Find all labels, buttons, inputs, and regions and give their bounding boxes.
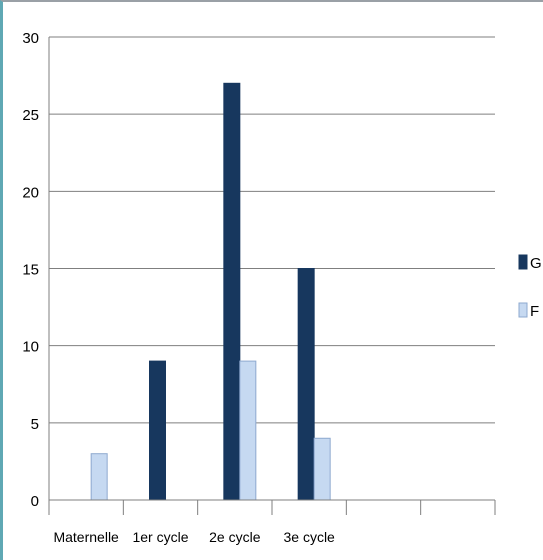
- x-tick-labels: Maternelle 1er cycle 2e cycle 3e cycle: [53, 529, 335, 545]
- y-tick-label: 30: [22, 30, 39, 47]
- legend-swatch-f: [518, 302, 528, 318]
- y-tick-label: 5: [31, 416, 39, 433]
- legend-label-g: G: [530, 255, 542, 272]
- x-tick-label: 1er cycle: [132, 529, 188, 545]
- bar-f-3: [313, 437, 331, 501]
- x-tick-label: 2e cycle: [209, 529, 261, 545]
- y-tick-label: 25: [22, 107, 39, 124]
- y-tick-label: 10: [22, 339, 39, 356]
- bar-f-0: [90, 453, 108, 501]
- y-tick-label: 15: [22, 262, 39, 279]
- gridlines: [49, 36, 495, 424]
- bar-f-2: [239, 360, 257, 501]
- axes: [48, 37, 496, 515]
- y-tick-label: 0: [31, 493, 39, 510]
- bar-g-3: [297, 268, 315, 501]
- y-tick-labels: 0 5 10 15 20 25 30: [22, 30, 39, 510]
- y-tick-label: 20: [22, 184, 39, 201]
- x-tick-label: Maternelle: [53, 529, 119, 545]
- bar-g-1: [149, 360, 166, 501]
- bars: [90, 82, 331, 501]
- legend-swatch-g: [518, 254, 528, 270]
- legend: GF: [518, 254, 542, 320]
- x-tick-label: 3e cycle: [283, 529, 335, 545]
- bar-g-2: [223, 82, 241, 501]
- legend-label-f: F: [530, 303, 539, 320]
